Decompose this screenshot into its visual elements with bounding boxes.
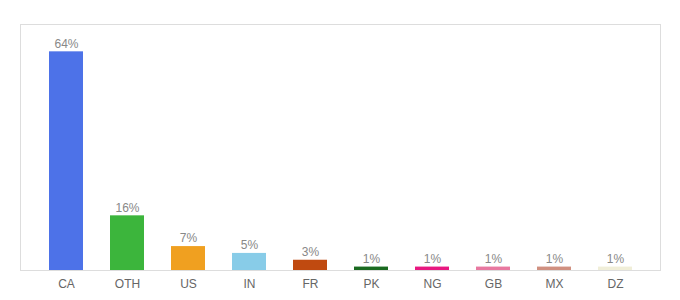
- svg-text:1%: 1%: [485, 252, 503, 266]
- svg-text:1%: 1%: [363, 252, 381, 266]
- svg-text:NG: NG: [424, 277, 442, 291]
- svg-text:MX: MX: [546, 277, 564, 291]
- svg-text:IN: IN: [244, 277, 256, 291]
- svg-text:US: US: [180, 277, 197, 291]
- svg-text:16%: 16%: [115, 201, 139, 215]
- svg-text:3%: 3%: [302, 245, 320, 259]
- svg-text:64%: 64%: [54, 37, 78, 51]
- svg-text:CA: CA: [58, 277, 75, 291]
- svg-text:1%: 1%: [607, 252, 625, 266]
- svg-text:1%: 1%: [424, 252, 442, 266]
- svg-text:DZ: DZ: [608, 277, 624, 291]
- svg-text:PK: PK: [363, 277, 379, 291]
- svg-text:GB: GB: [485, 277, 502, 291]
- svg-text:7%: 7%: [180, 231, 198, 245]
- svg-text:OTH: OTH: [115, 277, 140, 291]
- svg-text:FR: FR: [303, 277, 319, 291]
- svg-text:5%: 5%: [241, 238, 259, 252]
- svg-text:1%: 1%: [546, 252, 564, 266]
